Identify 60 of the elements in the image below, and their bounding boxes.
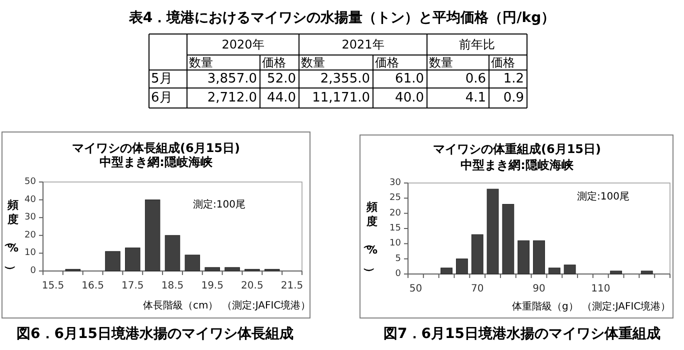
x-tick-label: 110 — [591, 284, 610, 294]
text: 40.0 — [395, 90, 424, 106]
y-tick-label: 10 — [390, 238, 402, 249]
text: 表4．境港におけるマイワシの水揚量（トン）と平均価格（円/kg） — [128, 9, 556, 26]
y-tick-label: 30 — [24, 212, 36, 223]
text: 4.1 — [465, 90, 486, 106]
annotation: 測定:100尾 — [193, 198, 246, 210]
text: 価格 — [262, 56, 286, 70]
y-tick-label: 20 — [390, 208, 402, 218]
text: 2020年 — [222, 38, 264, 52]
y-tick-label: 5 — [395, 254, 401, 264]
text: 3,857.0 — [207, 72, 257, 86]
text: 52.0 — [267, 72, 296, 86]
chart-title: マイワシの体重組成(6月15日) — [432, 142, 602, 156]
text: （測定:JAFIC境港） — [582, 300, 671, 312]
x-tick-label: 70 — [470, 284, 484, 294]
text: 2,355.0 — [320, 72, 370, 86]
y-tick-label: 10 — [24, 248, 36, 258]
x-axis-title: 体重階級（g） — [512, 300, 578, 312]
y-tick-label: 20 — [24, 230, 36, 240]
text: 前年比 — [459, 38, 495, 52]
x-tick-label: 21.5 — [280, 280, 304, 292]
text: 1.2 — [503, 72, 524, 86]
chart-subtitle: 中型まき網:隠岐海峡 — [100, 155, 214, 169]
x-tick-label: 16.5 — [82, 280, 104, 292]
y-tick-label: 0 — [395, 269, 402, 279]
text: 価格 — [375, 56, 399, 70]
x-tick-label: 15.5 — [42, 280, 64, 292]
text: 価格 — [491, 56, 515, 70]
text: 61.0 — [395, 72, 424, 86]
text: 数量 — [429, 56, 453, 70]
text: 0.6 — [465, 72, 486, 86]
x-tick-label: 20.5 — [241, 280, 264, 292]
y-tick-label: 25 — [390, 193, 401, 204]
chart-title: マイワシの体長組成(6月15日) — [72, 141, 240, 155]
text: 数量 — [301, 56, 325, 70]
text: 11,171.0 — [312, 90, 370, 106]
x-tick-label: 90 — [532, 284, 546, 294]
annotation: 測定:100尾 — [577, 190, 630, 202]
text: 6月 — [151, 90, 172, 106]
x-tick-label: 50 — [409, 284, 422, 294]
text: 2,712.0 — [207, 90, 257, 106]
caption: 図6．6月15日境港水揚のマイワシ体長組成 — [16, 325, 294, 342]
y-tick-label: 15 — [390, 224, 401, 234]
text: 5月 — [151, 72, 172, 86]
x-tick-label: 19.5 — [201, 280, 224, 292]
chart-subtitle: 中型まき網:隠岐海峡 — [460, 158, 574, 172]
x-axis-title: 体長階級（cm） — [143, 300, 218, 312]
y-tick-label: 40 — [24, 194, 36, 205]
y-tick-label: 50 — [24, 177, 36, 187]
caption: 図7．6月15日境港水揚のマイワシ体重組成 — [384, 325, 660, 342]
text: 44.0 — [267, 90, 296, 106]
text: 0.9 — [503, 90, 524, 106]
x-tick-label: 18.5 — [161, 280, 184, 292]
text: 2021年 — [342, 38, 384, 52]
text: 数量 — [189, 56, 213, 70]
y-tick-label: 30 — [390, 178, 402, 188]
text: （測定:JAFIC境港） — [222, 300, 311, 312]
x-tick-label: 17.5 — [122, 280, 144, 292]
y-tick-label: 0 — [30, 266, 36, 276]
